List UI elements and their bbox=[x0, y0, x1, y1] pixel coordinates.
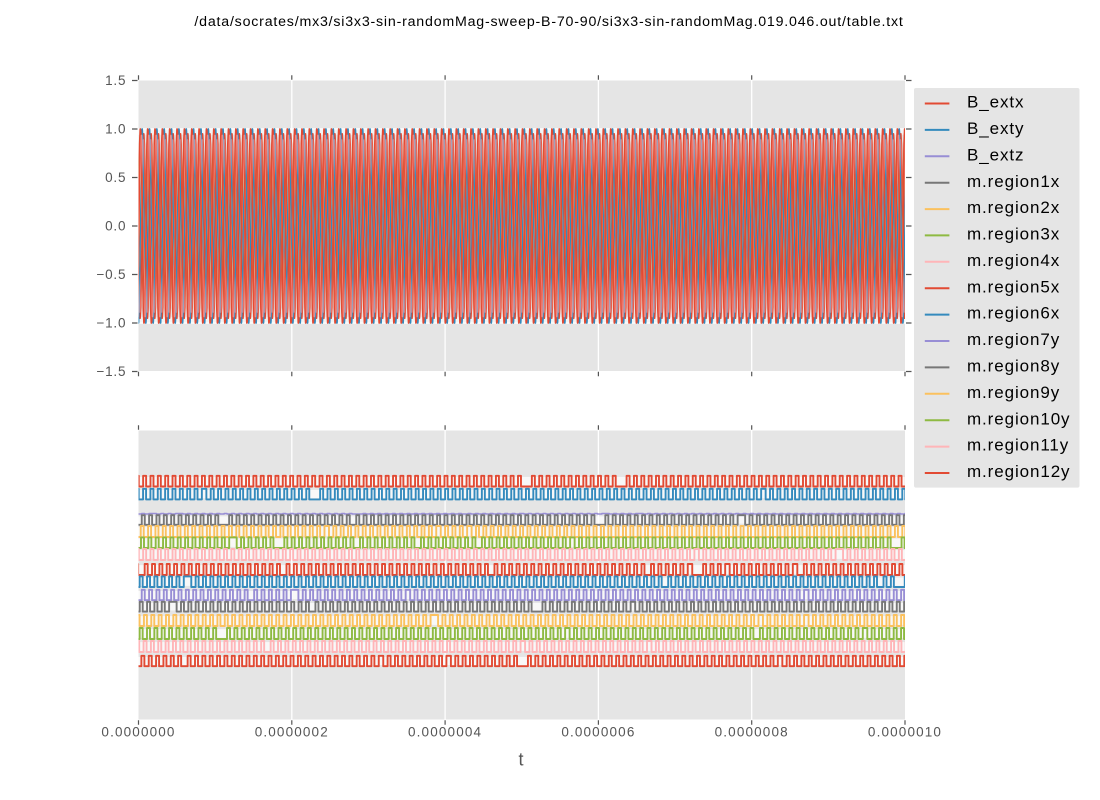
svg-text:1.0: 1.0 bbox=[105, 122, 126, 137]
svg-text:0.0000004: 0.0000004 bbox=[408, 725, 482, 740]
svg-text:B_extz: B_extz bbox=[967, 145, 1024, 164]
svg-text:m.region4x: m.region4x bbox=[967, 251, 1060, 270]
svg-text:0.0: 0.0 bbox=[105, 219, 126, 234]
svg-text:0.0000006: 0.0000006 bbox=[561, 725, 635, 740]
svg-text:0.0000010: 0.0000010 bbox=[868, 725, 942, 740]
svg-text:m.region11y: m.region11y bbox=[967, 436, 1069, 455]
svg-text:m.region9y: m.region9y bbox=[967, 383, 1060, 402]
svg-text:B_exty: B_exty bbox=[967, 119, 1024, 138]
svg-text:B_extx: B_extx bbox=[967, 93, 1024, 112]
svg-text:m.region2x: m.region2x bbox=[967, 198, 1060, 217]
svg-text:0.5: 0.5 bbox=[105, 170, 126, 185]
svg-text:m.region5x: m.region5x bbox=[967, 277, 1060, 296]
svg-text:0.0000008: 0.0000008 bbox=[715, 725, 789, 740]
svg-text:−1.5: −1.5 bbox=[96, 364, 126, 379]
svg-text:0.0000002: 0.0000002 bbox=[255, 725, 329, 740]
svg-text:t: t bbox=[518, 750, 523, 770]
svg-text:m.region3x: m.region3x bbox=[967, 225, 1060, 244]
svg-text:1.5: 1.5 bbox=[105, 73, 126, 88]
svg-text:−1.0: −1.0 bbox=[96, 316, 126, 331]
svg-text:/data/socrates/mx3/si3x3-sin-r: /data/socrates/mx3/si3x3-sin-randomMag-s… bbox=[194, 14, 903, 30]
svg-text:m.region6x: m.region6x bbox=[967, 304, 1060, 323]
svg-text:m.region12y: m.region12y bbox=[967, 462, 1070, 481]
svg-text:−0.5: −0.5 bbox=[96, 267, 126, 282]
svg-text:m.region8y: m.region8y bbox=[967, 357, 1060, 376]
svg-text:m.region10y: m.region10y bbox=[967, 409, 1070, 428]
svg-text:0.0000000: 0.0000000 bbox=[101, 725, 175, 740]
svg-text:m.region7y: m.region7y bbox=[967, 330, 1060, 349]
svg-text:m.region1x: m.region1x bbox=[967, 172, 1060, 191]
